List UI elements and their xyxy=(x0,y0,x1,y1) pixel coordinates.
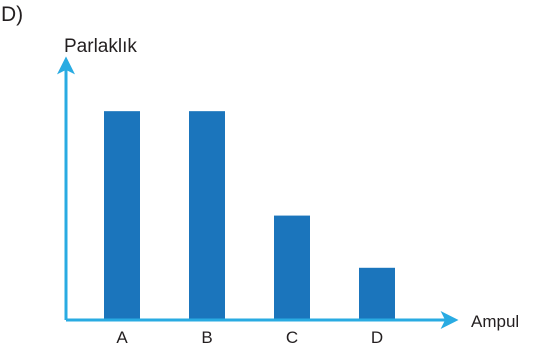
bar-d xyxy=(359,267,395,320)
bar-a xyxy=(104,111,140,320)
x-tick-label-d: D xyxy=(371,328,383,347)
y-axis-label: Parlaklık xyxy=(64,36,137,57)
option-label: D) xyxy=(1,3,24,26)
bars-group xyxy=(104,111,395,320)
x-tick-label-c: C xyxy=(286,328,298,347)
x-axis-label: Ampul xyxy=(471,312,519,331)
x-tick-label-a: A xyxy=(116,328,128,347)
bar-c xyxy=(274,215,310,320)
bar-b xyxy=(189,111,225,320)
x-tick-label-b: B xyxy=(201,328,212,347)
x-tick-labels: A B C D xyxy=(116,328,383,347)
